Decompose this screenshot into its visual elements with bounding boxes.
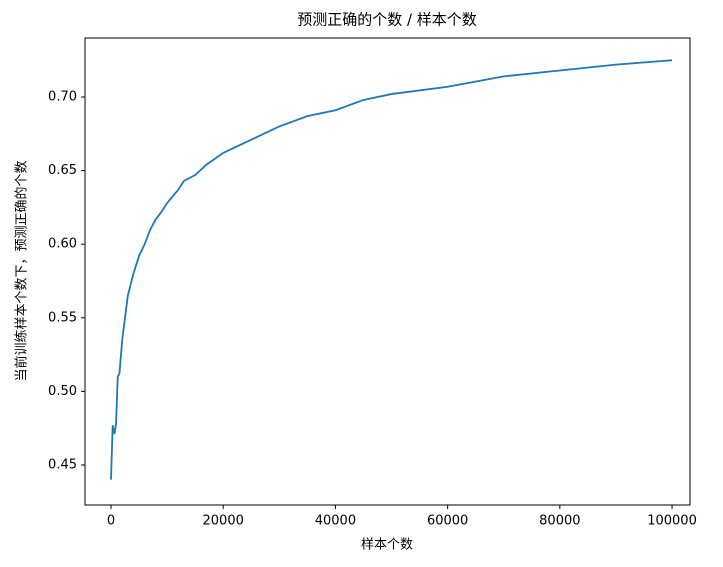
y-tick-label: 0.65 xyxy=(48,163,77,178)
y-axis-label: 当前训练样本个数下，预测正确的个数 xyxy=(14,160,30,381)
y-tick-label: 0.45 xyxy=(48,457,77,472)
x-tick-label: 0 xyxy=(107,514,115,529)
x-axis-label: 样本个数 xyxy=(361,538,413,553)
x-tick-label: 20000 xyxy=(203,514,244,529)
x-tick-label: 80000 xyxy=(539,514,580,529)
y-tick-label: 0.70 xyxy=(48,90,77,105)
x-tick-label: 60000 xyxy=(427,514,468,529)
data-line xyxy=(110,59,673,480)
chart-title: 预测正确的个数 / 样本个数 xyxy=(297,11,477,29)
x-tick-label: 100000 xyxy=(647,514,697,529)
y-tick-label: 0.60 xyxy=(48,237,77,252)
y-tick-label: 0.50 xyxy=(48,384,77,399)
plot-frame xyxy=(84,37,691,506)
y-tick-label: 0.55 xyxy=(48,310,77,325)
x-tick-label: 40000 xyxy=(315,514,356,529)
